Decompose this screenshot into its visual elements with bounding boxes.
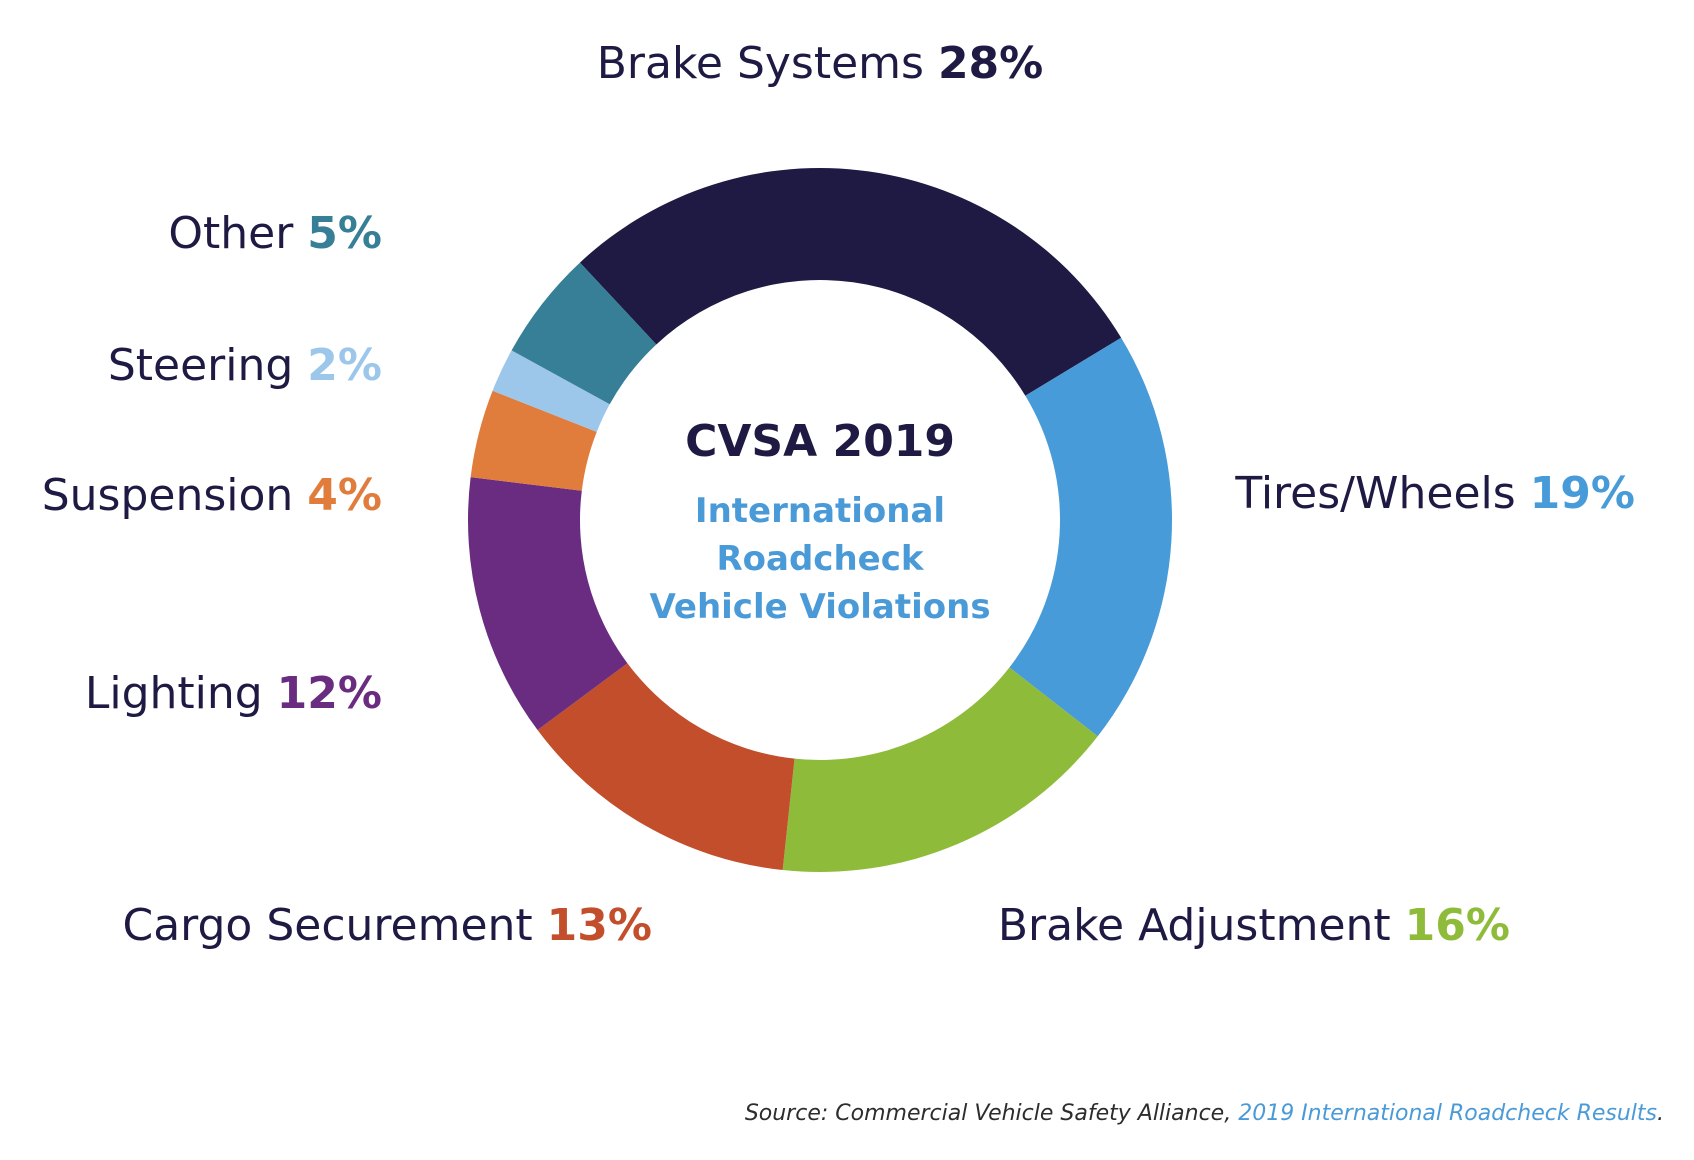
label-value-tires-wheels: 19% <box>1530 468 1635 519</box>
label-other: Other 5% <box>168 208 382 259</box>
slice-tires-wheels <box>1009 337 1172 737</box>
label-name-steering: Steering <box>108 340 307 391</box>
source-note: Source: Commercial Vehicle Safety Allian… <box>745 1101 1664 1126</box>
label-cargo-securement: Cargo Securement 13% <box>123 900 653 951</box>
source-link[interactable]: 2019 International Roadcheck Results <box>1238 1101 1657 1126</box>
label-value-other: 5% <box>307 208 382 259</box>
slice-lighting <box>468 477 628 731</box>
label-brake-systems: Brake Systems 28% <box>597 38 1044 89</box>
label-value-brake-adjustment: 16% <box>1405 900 1510 951</box>
label-value-cargo-securement: 13% <box>547 900 652 951</box>
slice-brake-adjustment <box>782 667 1098 872</box>
label-suspension: Suspension 4% <box>42 470 382 521</box>
label-lighting: Lighting 12% <box>85 668 382 719</box>
slice-brake-systems <box>579 167 1122 396</box>
label-value-suspension: 4% <box>307 470 382 521</box>
label-brake-adjustment: Brake Adjustment 16% <box>998 900 1510 951</box>
label-value-steering: 2% <box>307 340 382 391</box>
label-name-other: Other <box>168 208 307 259</box>
label-steering: Steering 2% <box>108 340 382 391</box>
donut-slices <box>468 167 1172 872</box>
source-suffix: . <box>1657 1101 1664 1126</box>
label-name-brake-systems: Brake Systems <box>597 38 938 89</box>
center-subtitle-line: Roadcheck <box>716 539 924 579</box>
label-name-brake-adjustment: Brake Adjustment <box>998 900 1405 951</box>
label-tires-wheels: Tires/Wheels 19% <box>1234 468 1635 519</box>
center-subtitle-line: International <box>695 491 945 531</box>
label-name-tires-wheels: Tires/Wheels <box>1234 468 1529 519</box>
label-name-lighting: Lighting <box>85 668 277 719</box>
slice-steering <box>492 350 610 432</box>
slice-labels: Brake Systems 28% Tires/Wheels 19% Brake A… <box>42 38 1635 951</box>
center-subtitle-line: Vehicle Violations <box>649 587 990 627</box>
slice-suspension <box>470 390 597 491</box>
label-name-suspension: Suspension <box>42 470 308 521</box>
label-name-cargo-securement: Cargo Securement <box>123 900 547 951</box>
label-value-brake-systems: 28% <box>938 38 1043 89</box>
slice-other <box>511 262 657 405</box>
center-title: CVSA 2019 <box>685 416 955 467</box>
slice-cargo-securement <box>537 663 795 871</box>
source-prefix: Source: Commercial Vehicle Safety Allian… <box>744 1101 1239 1126</box>
center-caption: CVSA 2019 International Roadcheck Vehicle V… <box>649 416 990 627</box>
label-value-lighting: 12% <box>277 668 382 719</box>
